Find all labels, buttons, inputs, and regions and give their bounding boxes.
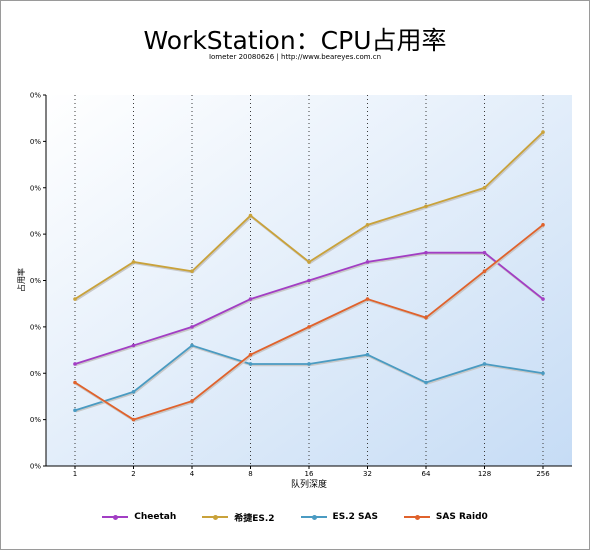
legend-swatch <box>403 512 430 522</box>
data-point <box>190 269 194 274</box>
data-point <box>190 399 194 403</box>
data-point <box>424 204 428 209</box>
data-point <box>307 362 311 366</box>
data-point <box>73 408 77 413</box>
x-tick-label: 2 <box>131 470 135 478</box>
data-point <box>248 352 253 357</box>
x-tick-label: 4 <box>190 470 195 478</box>
data-point <box>365 297 370 301</box>
y-tick-label: 0% <box>30 370 41 378</box>
y-ticks: 0% 0% 0% 0% 0% 0% 0% 0% 0% <box>30 92 46 471</box>
x-tick-label: 128 <box>478 470 491 478</box>
data-point <box>482 250 487 255</box>
series-3 <box>73 343 545 413</box>
legend-swatch <box>202 512 229 522</box>
data-point <box>482 185 487 190</box>
legend-label: SAS Raid0 <box>435 512 488 522</box>
data-point <box>248 362 253 366</box>
x-axis-label: 队列深度 <box>291 478 327 490</box>
x-tick-label: 64 <box>422 470 431 478</box>
y-tick-label: 0% <box>30 184 41 192</box>
legend-label: 希捷ES.2 <box>234 513 275 524</box>
data-point <box>424 315 428 320</box>
data-point <box>541 130 545 134</box>
data-point <box>73 380 77 385</box>
data-point <box>131 343 136 348</box>
data-point <box>307 260 311 264</box>
data-point <box>424 250 428 255</box>
data-point <box>482 269 487 274</box>
chart-subtitle: Iometer 20080626 | http://www.beareyes.c… <box>208 53 382 61</box>
data-point <box>541 297 545 301</box>
data-point <box>307 278 311 283</box>
data-point <box>73 297 77 301</box>
data-point <box>131 260 136 264</box>
data-point <box>307 325 311 329</box>
data-point <box>365 352 370 357</box>
data-point <box>248 213 253 218</box>
data-point <box>541 223 545 227</box>
legend-swatch <box>300 512 327 522</box>
legend-swatch <box>102 512 129 522</box>
x-tick-label: 16 <box>305 470 314 478</box>
data-point <box>541 371 545 376</box>
x-tick-label: 32 <box>363 470 372 478</box>
x-tick-label: 256 <box>536 470 550 478</box>
y-tick-label: 0% <box>30 416 41 424</box>
legend-label: Cheetah <box>134 512 177 522</box>
data-point <box>365 223 370 227</box>
series-group <box>73 130 545 422</box>
series-4 <box>73 223 545 422</box>
series-2 <box>73 130 545 302</box>
data-point <box>424 380 428 385</box>
data-point <box>190 325 194 329</box>
y-tick-label: 0% <box>30 138 41 146</box>
legend-item-1: Cheetah <box>102 512 176 522</box>
y-tick-label: 0% <box>30 277 41 285</box>
data-point <box>190 343 194 348</box>
legend-item-2: 希捷ES.2 <box>202 511 275 524</box>
data-point <box>73 362 77 366</box>
data-point <box>131 417 136 422</box>
data-point <box>248 297 253 301</box>
legend-label: ES.2 SAS <box>332 512 378 522</box>
legend-item-3: ES.2 SAS <box>300 512 378 522</box>
data-point <box>365 260 370 264</box>
x-ticks: 1 2 4 8 16 32 64 128 256 <box>73 466 550 478</box>
y-axis-label: 占用率 <box>16 268 26 292</box>
y-tick-label: 0% <box>30 323 41 331</box>
data-point <box>131 390 136 394</box>
y-tick-label: 0% <box>30 231 41 239</box>
legend-item-4: SAS Raid0 <box>403 512 488 522</box>
y-tick-label: 0% <box>30 463 41 471</box>
data-point <box>482 362 487 366</box>
x-tick-label: 1 <box>73 470 77 478</box>
series-1 <box>73 250 545 367</box>
y-tick-label: 0% <box>30 92 41 100</box>
chart-title: WorkStation：CPU占用率 <box>143 26 447 55</box>
x-tick-label: 8 <box>248 470 252 478</box>
legend: Cheetah 希捷ES.2 ES.2 SAS SAS Raid0 <box>0 508 590 526</box>
